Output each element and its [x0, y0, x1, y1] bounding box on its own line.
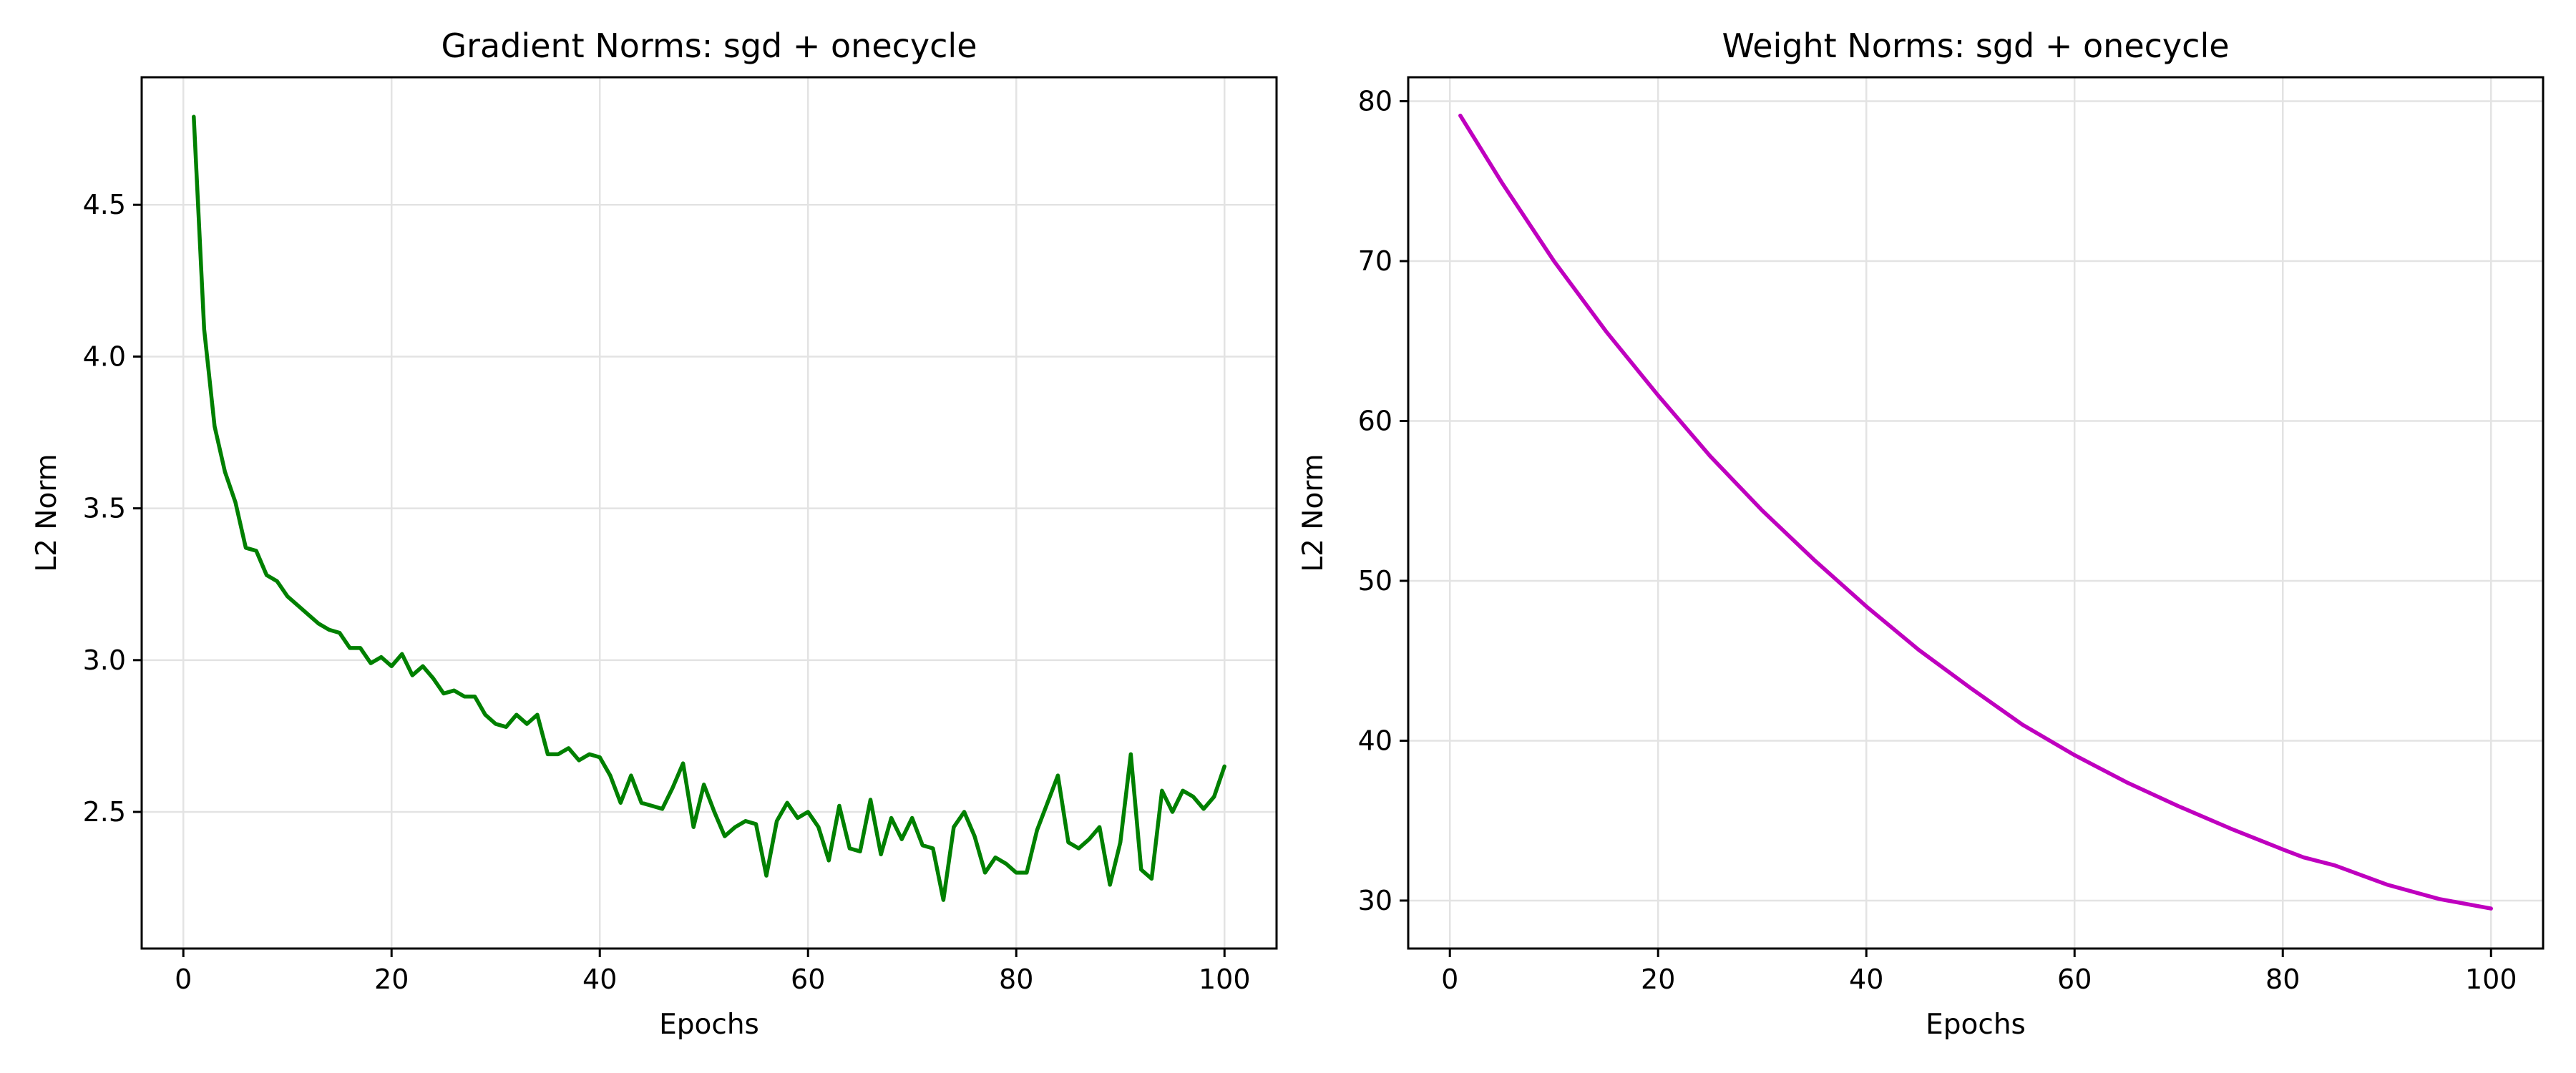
gradient-norms-xlabel: Epochs [659, 1009, 759, 1041]
gradient-norms-x-tick-label: 100 [1199, 964, 1251, 995]
weight-norms-xlabel: Epochs [1926, 1009, 2026, 1041]
weight-norms-x-tick-label: 80 [2265, 964, 2300, 995]
weight-norms-x-tick-label: 0 [1441, 964, 1458, 995]
gradient-norms-ylabel: L2 Norm [31, 454, 63, 572]
gradient-norms-y-tick-label: 4.5 [83, 189, 126, 220]
weight-norms-ylabel: L2 Norm [1297, 454, 1330, 572]
gradient-norms-x-tick-label: 60 [791, 964, 825, 995]
gradient-norms-grid [142, 77, 1277, 949]
weight-norms-y-tick-label: 60 [1358, 405, 1392, 436]
gradient-norms-y-tick-label: 2.5 [83, 796, 126, 828]
gradient-norms-x-tick-label: 80 [999, 964, 1033, 995]
weight-norms-panel: Weight Norms: sgd + onecycle Epochs L2 N… [1297, 26, 2545, 1041]
gradient-norms-title: Gradient Norms: sgd + onecycle [441, 26, 977, 65]
weight-norms-x-tick-label: 100 [2465, 964, 2517, 995]
weight-norms-axes-frame [1407, 76, 2545, 950]
gradient-norms-y-tick-label: 4.0 [83, 340, 126, 372]
gradient-norms-axes-frame [140, 76, 1278, 950]
gradient-norms-y-tick-label: 3.5 [83, 493, 126, 524]
gradient-norms-x-tick-label: 40 [582, 964, 617, 995]
weight-norms-y-tick-label: 70 [1358, 245, 1392, 277]
gradient-norms-panel: Gradient Norms: sgd + onecycle Epochs L2… [31, 26, 1278, 1041]
gradient-norms-series-line [192, 114, 1226, 902]
gradient-norms-x-tick-label: 0 [175, 964, 192, 995]
weight-norms-x-tick-label: 40 [1849, 964, 1883, 995]
weight-norms-series-line [1458, 113, 2493, 911]
weight-norms-y-tick-label: 40 [1358, 725, 1392, 756]
weight-norms-y-tick-label: 30 [1358, 885, 1392, 916]
weight-norms-title: Weight Norms: sgd + onecycle [1722, 26, 2229, 65]
weight-norms-x-tick-label: 60 [2057, 964, 2092, 995]
gradient-norms-x-tick-label: 20 [374, 964, 409, 995]
weight-norms-x-tick-label: 20 [1641, 964, 1675, 995]
weight-norms-y-tick-label: 50 [1358, 565, 1392, 597]
gradient-norms-y-tick-label: 3.0 [83, 645, 126, 676]
weight-norms-y-tick-label: 80 [1358, 86, 1392, 117]
weight-norms-grid [1408, 77, 2543, 949]
